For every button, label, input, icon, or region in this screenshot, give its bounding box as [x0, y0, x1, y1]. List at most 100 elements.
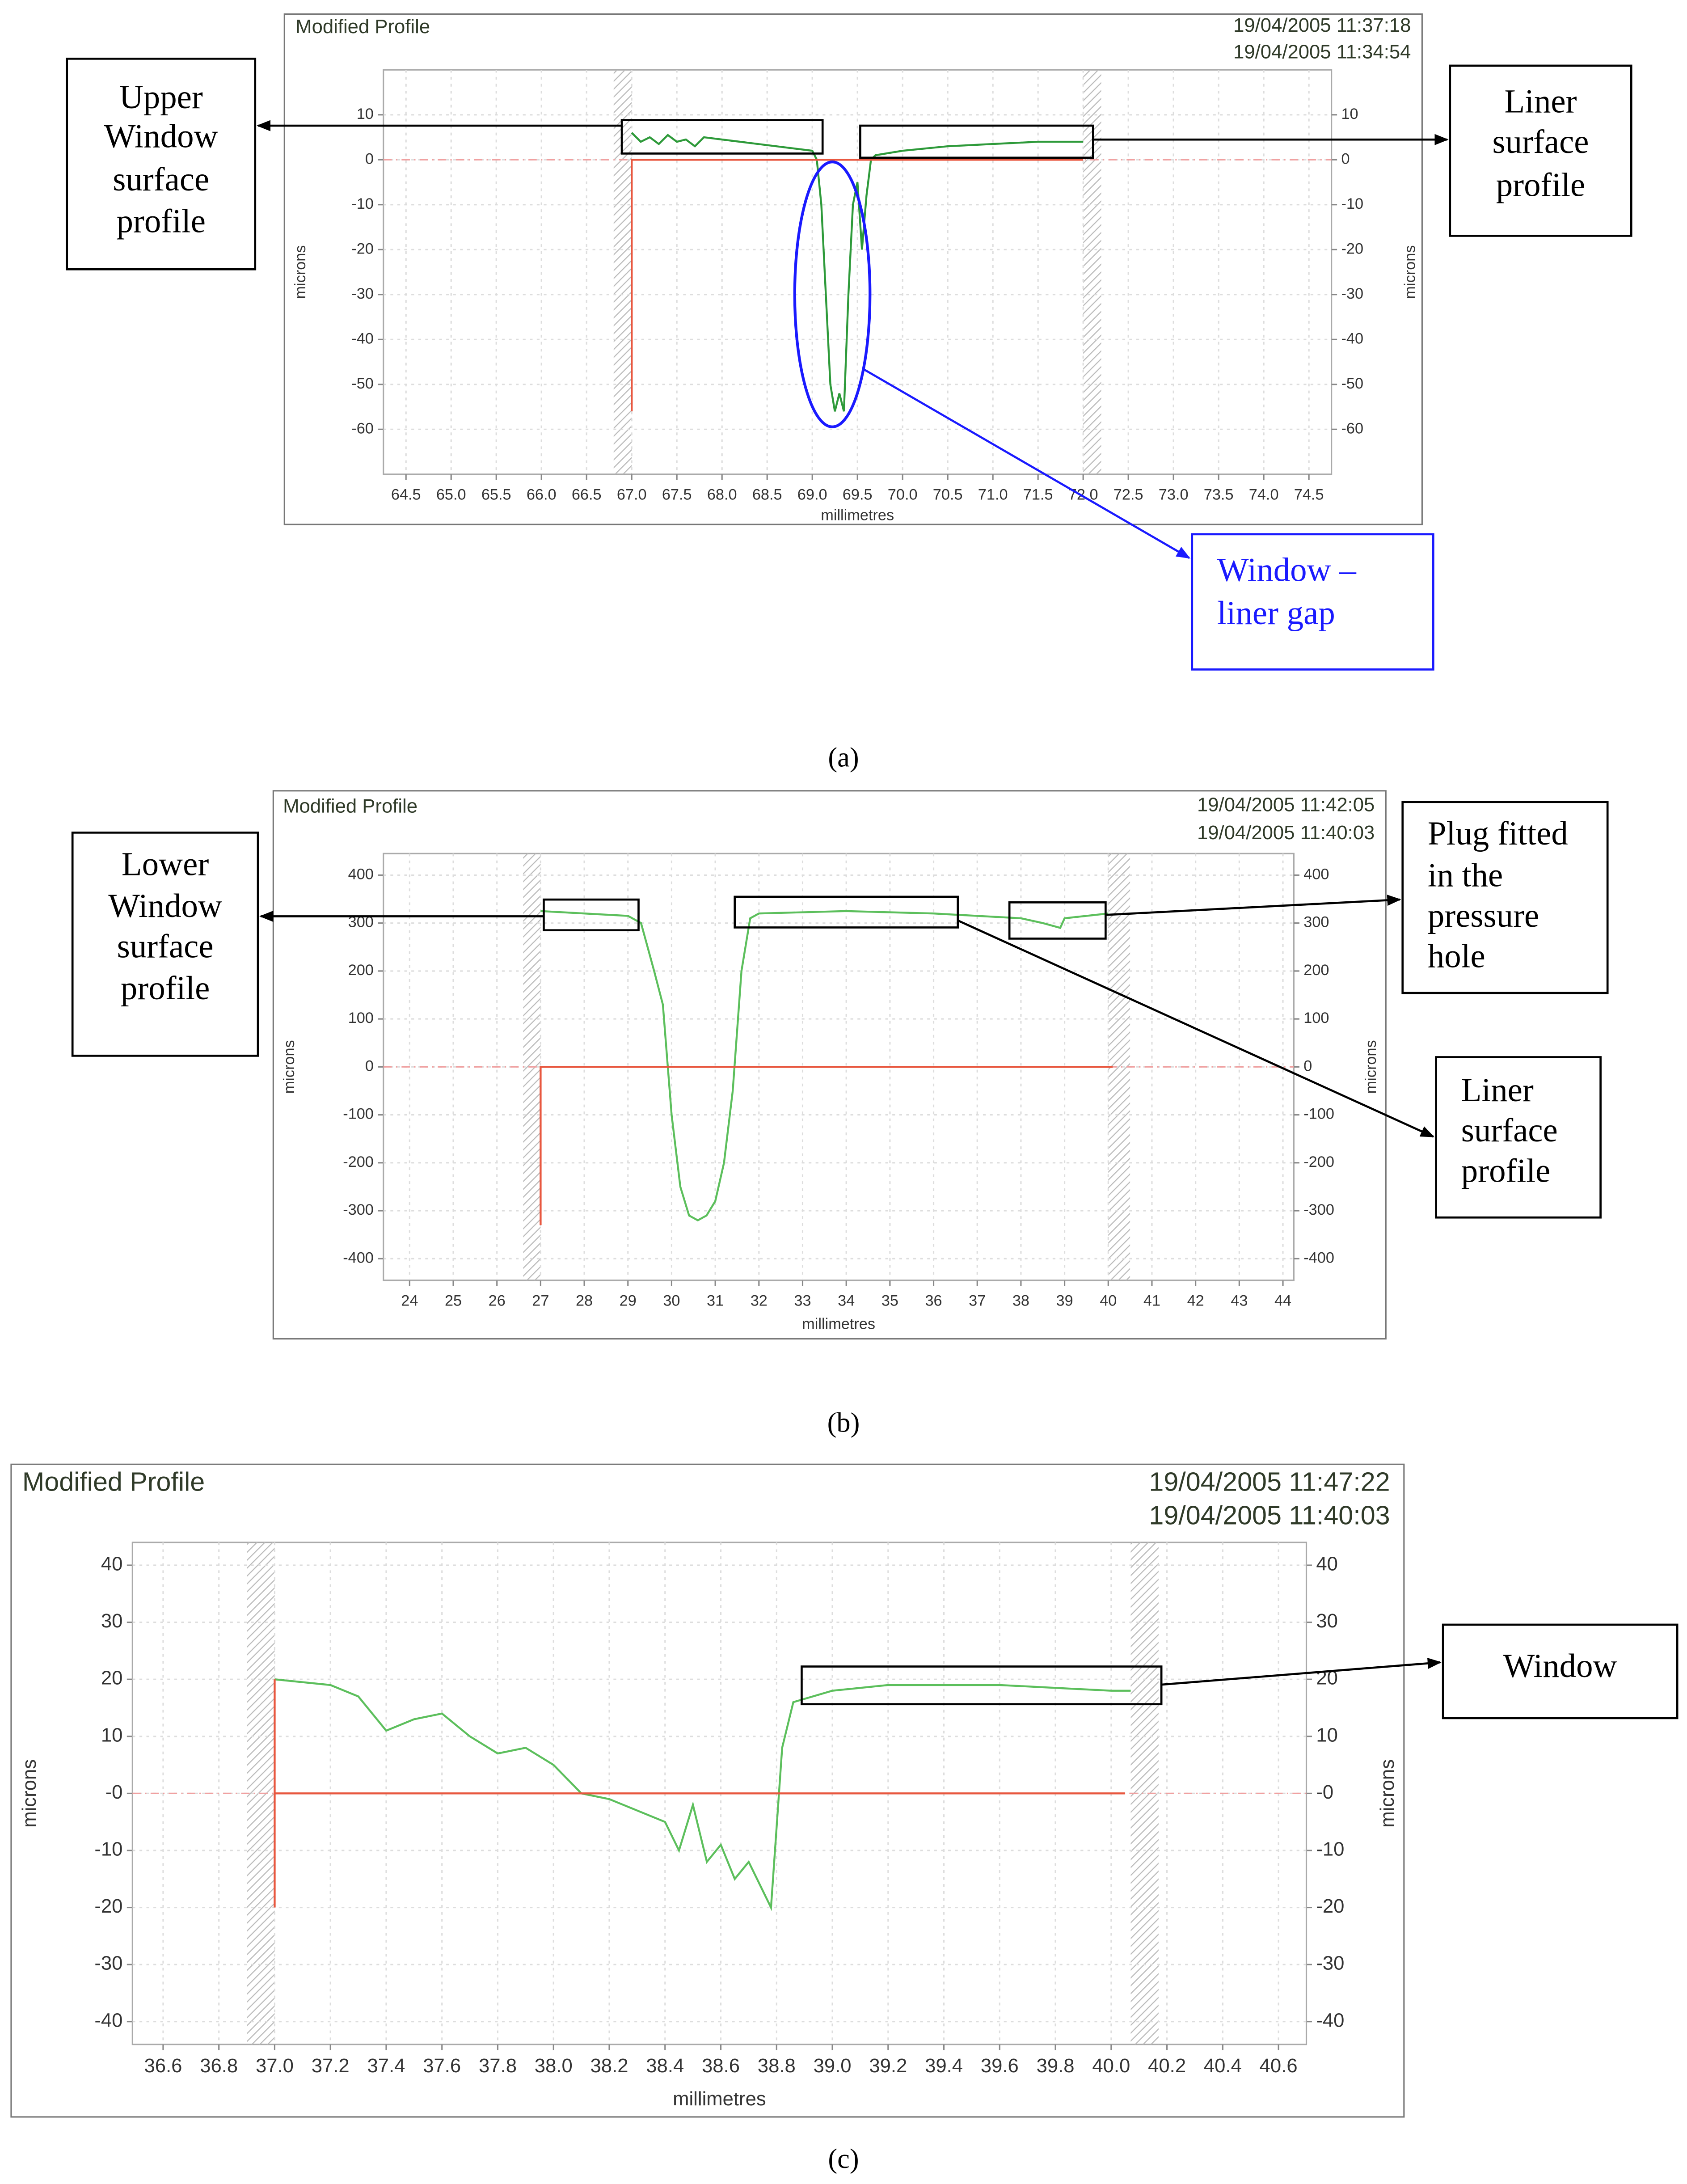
caption: (c)	[828, 2143, 859, 2174]
x-tick-label: 35	[881, 1292, 898, 1309]
x-tick-label: 66.0	[527, 486, 557, 503]
x-tick-label: 36.6	[144, 2055, 182, 2077]
y2-tick-label: 10	[1316, 1724, 1338, 1746]
y-tick-label: 100	[348, 1010, 374, 1027]
x-tick-label: 65.5	[481, 486, 511, 503]
profile-line	[540, 910, 1109, 1222]
x-tick-label: 37.8	[479, 2055, 517, 2077]
highlight-ellipse	[793, 161, 872, 428]
x-tick-label: 69.0	[797, 486, 827, 503]
x-tick-label: 68.0	[707, 486, 737, 503]
y-tick-label: 10	[357, 106, 374, 123]
x-axis-label: millimetres	[802, 1315, 875, 1332]
y2-tick-label: -30	[1341, 285, 1363, 302]
annotation-box	[1401, 801, 1609, 994]
y2-tick-label: 300	[1303, 914, 1329, 931]
x-tick-label: 38.8	[758, 2055, 796, 2077]
y2-tick-label: -10	[1341, 195, 1363, 212]
y2-axis-label: microns	[1376, 1759, 1398, 1828]
y-tick-label: 0	[365, 1057, 374, 1074]
highlight-box	[801, 1665, 1163, 1706]
annotation-text: Plug fitted	[1428, 815, 1568, 852]
x-tick-label: 27	[532, 1292, 549, 1309]
y2-tick-label: -20	[1341, 240, 1363, 257]
annotation-text: pressure	[1428, 897, 1539, 934]
y2-tick-label: -400	[1303, 1249, 1334, 1266]
y-tick-label: -50	[351, 375, 374, 392]
x-tick-label: 29	[620, 1292, 637, 1309]
profile-line	[540, 1066, 1113, 1225]
x-tick-label: 73.0	[1159, 486, 1189, 503]
y-tick-label: 20	[101, 1667, 123, 1689]
x-tick-label: 40.6	[1260, 2055, 1298, 2077]
annotation-text: Window	[108, 887, 222, 925]
y2-tick-label: -10	[1316, 1838, 1344, 1860]
annotation-text: Upper	[119, 79, 203, 116]
x-tick-label: 72.0	[1068, 486, 1098, 503]
timestamp: 19/04/2005 11:47:22	[1149, 1467, 1390, 1497]
x-tick-label: 43	[1231, 1292, 1248, 1309]
chart-title: Modified Profile	[22, 1467, 205, 1497]
y-axis-label: microns	[292, 245, 309, 299]
x-tick-label: 36.8	[200, 2055, 238, 2077]
y-tick-label: -20	[94, 1895, 122, 1917]
x-tick-label: 70.0	[888, 486, 918, 503]
x-tick-label: 37.4	[367, 2055, 405, 2077]
y2-tick-label: 30	[1316, 1610, 1338, 1632]
x-tick-label: 73.5	[1204, 486, 1234, 503]
y-tick-label: -10	[351, 195, 374, 212]
x-tick-label: 38.6	[702, 2055, 740, 2077]
x-tick-label: 67.0	[617, 486, 647, 503]
y2-tick-label: -60	[1341, 420, 1363, 437]
x-tick-label: 41	[1143, 1292, 1160, 1309]
x-tick-label: 39.8	[1037, 2055, 1075, 2077]
x-tick-label: 25	[445, 1292, 462, 1309]
x-tick-label: 42	[1187, 1292, 1204, 1309]
x-tick-label: 28	[576, 1292, 593, 1309]
annotation-text: Lower	[122, 846, 209, 883]
x-tick-label: 68.5	[752, 486, 782, 503]
y-tick-label: -200	[343, 1153, 374, 1170]
y-tick-label: 10	[101, 1724, 123, 1746]
y-tick-label: 400	[348, 866, 374, 883]
x-tick-label: 26	[489, 1292, 506, 1309]
y2-tick-label: -40	[1316, 2009, 1344, 2031]
y2-tick-label: 400	[1303, 866, 1329, 883]
arrow	[1105, 895, 1401, 916]
y2-tick-label: -40	[1341, 330, 1363, 347]
y2-tick-label: -30	[1316, 1952, 1344, 1974]
x-tick-label: 30	[663, 1292, 680, 1309]
annotation-text: profile	[1496, 167, 1586, 204]
annotation-text: surface	[117, 928, 214, 965]
highlight-box	[1008, 901, 1107, 940]
annotation-box	[1442, 1623, 1679, 1719]
x-tick-label: 39	[1056, 1292, 1073, 1309]
x-tick-label: 39.0	[814, 2055, 852, 2077]
y2-tick-label: 0	[1341, 150, 1350, 167]
x-tick-label: 32	[751, 1292, 768, 1309]
x-tick-label: 39.6	[981, 2055, 1019, 2077]
arrow	[1161, 1657, 1442, 1686]
highlight-box	[859, 124, 1094, 159]
x-tick-label: 38	[1012, 1292, 1029, 1309]
x-tick-label: 67.5	[662, 486, 692, 503]
y2-axis-label: microns	[1362, 1040, 1379, 1094]
x-tick-label: 74.5	[1294, 486, 1324, 503]
profile-line	[274, 1679, 1126, 1908]
y-tick-label: -40	[94, 2009, 122, 2031]
annotation-box	[71, 832, 259, 1057]
x-tick-label: 71.5	[1023, 486, 1053, 503]
x-axis-label: millimetres	[821, 507, 894, 524]
x-tick-label: 70.5	[933, 486, 963, 503]
caption: (b)	[827, 1407, 860, 1438]
annotation-text: surface	[1461, 1112, 1558, 1149]
annotation-text: profile	[1461, 1153, 1551, 1190]
arrow	[957, 919, 1435, 1138]
timestamp: 19/04/2005 11:40:03	[1149, 1500, 1390, 1530]
x-tick-label: 37	[969, 1292, 986, 1309]
x-tick-label: 66.5	[572, 486, 602, 503]
y-tick-label: -30	[351, 285, 374, 302]
y2-tick-label: 100	[1303, 1010, 1329, 1027]
